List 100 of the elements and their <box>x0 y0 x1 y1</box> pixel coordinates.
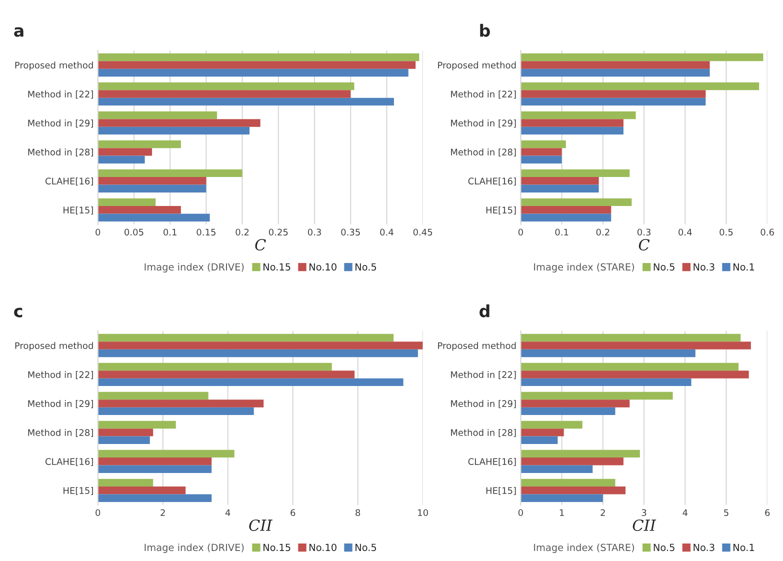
y-tick-label: Method in [28] <box>451 148 516 157</box>
chart-title: c <box>14 308 22 318</box>
x-tick-label: 0.2 <box>596 228 610 236</box>
legend-label: No.3 <box>694 544 714 552</box>
bar <box>520 148 562 156</box>
bar <box>98 198 156 206</box>
bar <box>520 407 616 416</box>
bar <box>520 392 673 400</box>
y-tick-label: Proposed method <box>438 342 516 351</box>
y-tick-label: Method in [29] <box>28 400 93 408</box>
bar <box>520 126 624 135</box>
y-tick-label: CLAHE[16] <box>468 177 516 186</box>
bar <box>98 342 423 350</box>
bar <box>98 148 152 156</box>
legend-label: No.5 <box>654 544 674 552</box>
bar <box>98 428 154 436</box>
bar <box>520 111 636 120</box>
x-axis-title: C <box>638 238 650 251</box>
bar <box>520 61 710 69</box>
bar <box>98 61 416 69</box>
x-tick-label: 0.4 <box>380 228 394 236</box>
bar <box>520 156 562 164</box>
bar <box>98 392 208 400</box>
bar <box>98 494 212 502</box>
y-tick-label: Method in [28] <box>28 148 93 157</box>
bar <box>520 184 599 193</box>
y-tick-label: Method in [28] <box>28 429 93 438</box>
bar <box>98 420 176 429</box>
bar <box>520 378 692 386</box>
bar <box>98 53 420 62</box>
x-tick-label: 0.05 <box>124 228 144 236</box>
x-tick-label: 0 <box>518 228 523 236</box>
x-tick-label: 0 <box>96 228 100 236</box>
x-tick-label: 0.1 <box>164 228 176 236</box>
x-axis-title: C <box>255 238 266 251</box>
legend-label: No.5 <box>654 263 674 271</box>
legend-label: No.1 <box>734 544 754 552</box>
bar <box>98 82 354 90</box>
bar <box>520 362 739 371</box>
bar <box>98 407 254 416</box>
bar <box>520 400 630 408</box>
bar <box>98 126 250 135</box>
y-tick-label: HE[15] <box>486 486 516 496</box>
y-tick-label: HE[15] <box>486 206 516 215</box>
x-tick-label: 0.15 <box>196 228 216 236</box>
bar <box>520 98 706 106</box>
y-tick-label: Proposed method <box>15 342 93 351</box>
bar <box>98 400 264 408</box>
y-tick-label: CLAHE[16] <box>45 177 93 186</box>
y-tick-label: Method in [22] <box>28 90 93 99</box>
bar <box>98 370 355 378</box>
x-tick-label: 2 <box>600 509 605 516</box>
bar <box>520 428 564 436</box>
y-tick-label: Method in [29] <box>451 120 516 128</box>
x-axis-title: CII <box>249 519 272 532</box>
bar <box>520 214 612 222</box>
bar <box>520 342 751 350</box>
x-tick-label: 0.5 <box>720 228 733 236</box>
bar <box>98 465 212 474</box>
bar <box>98 98 394 106</box>
x-tick-label: 4 <box>682 509 688 516</box>
bar <box>520 458 624 466</box>
bar <box>520 450 640 458</box>
x-tick-label: 0.6 <box>760 228 774 236</box>
legend-title: Image index (STARE) <box>534 544 634 553</box>
y-tick-label: Proposed method <box>438 62 516 70</box>
y-tick-label: HE[15] <box>64 206 93 215</box>
legend-title: Image index (DRIVE) <box>144 263 244 272</box>
bar <box>520 177 599 185</box>
legend-label: No.10 <box>310 263 336 271</box>
bar <box>98 169 242 178</box>
x-tick-label: 6 <box>765 509 770 516</box>
bar <box>520 436 558 444</box>
bar <box>520 53 764 62</box>
bar <box>520 140 566 148</box>
bar <box>98 436 150 444</box>
bar <box>98 478 154 487</box>
x-axis-title: CII <box>632 519 656 532</box>
legend-label: No.5 <box>356 263 376 271</box>
x-tick-label: 4 <box>225 509 230 516</box>
bar <box>98 68 408 77</box>
bar <box>520 478 616 487</box>
x-tick-label: 0.3 <box>637 228 650 236</box>
legend-label: No.15 <box>264 544 290 552</box>
bar <box>98 486 186 494</box>
bar <box>98 177 206 185</box>
bar <box>98 450 234 458</box>
bar <box>98 140 181 148</box>
bar <box>98 184 206 193</box>
bar <box>98 458 212 466</box>
bar <box>520 334 741 342</box>
legend-label: No.15 <box>264 263 290 271</box>
bar <box>98 119 260 127</box>
y-tick-label: Proposed method <box>15 62 93 70</box>
bar <box>520 494 603 502</box>
bar <box>98 90 351 98</box>
bar <box>520 68 710 77</box>
bar <box>520 420 582 429</box>
x-tick-label: 5 <box>724 509 728 516</box>
x-tick-label: 0.35 <box>341 228 360 236</box>
